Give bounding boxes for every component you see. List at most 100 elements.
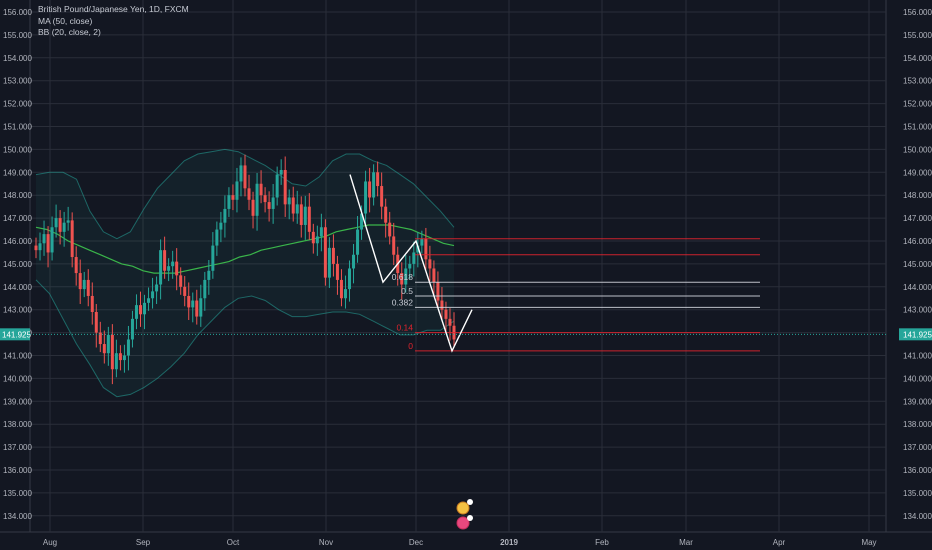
candle-body — [376, 172, 380, 187]
candle-body — [239, 165, 243, 182]
candle-body — [368, 181, 372, 198]
candle-body — [259, 183, 263, 196]
candle-body — [74, 257, 78, 274]
candle-body — [360, 213, 364, 230]
candle-body — [428, 259, 432, 269]
candle-body — [255, 183, 259, 216]
candle-body — [195, 300, 199, 317]
y-tick-label-left: 134.000 — [3, 512, 32, 521]
symbol-title: British Pound/Japanese Yen, 1D, FXCM — [38, 4, 189, 14]
y-tick-label-left: 146.000 — [3, 237, 32, 246]
candle-body — [315, 236, 319, 244]
y-tick-label-left: 154.000 — [3, 54, 32, 63]
candle-body — [267, 202, 271, 209]
candle-body — [122, 355, 126, 361]
candle-body — [139, 305, 142, 315]
candle-body — [416, 245, 420, 253]
candle-body — [271, 197, 275, 209]
y-tick-label-left: 137.000 — [3, 443, 32, 452]
candle-body — [114, 353, 118, 370]
candle-body — [223, 208, 227, 223]
candle-body — [90, 295, 94, 312]
candle-body — [372, 172, 376, 198]
candle-body — [404, 268, 408, 285]
candle-body — [126, 339, 130, 356]
y-tick-label-left: 152.000 — [3, 100, 32, 109]
fib-level-label: 0.382 — [392, 297, 414, 307]
y-tick-label-right: 154.000 — [903, 54, 932, 63]
candle-body — [98, 332, 102, 345]
x-tick-label: Dec — [409, 538, 423, 547]
candle-body — [356, 229, 360, 255]
candle-body — [199, 298, 203, 317]
candle-body — [420, 238, 424, 246]
candle-body — [62, 222, 66, 232]
candle-body — [323, 227, 327, 278]
candle-body — [287, 197, 291, 205]
candle-body — [400, 273, 404, 285]
y-tick-label-right: 136.000 — [903, 466, 932, 475]
candle-body — [352, 254, 356, 269]
candle-body — [66, 220, 70, 223]
candle-body — [78, 273, 82, 290]
x-tick-label: May — [861, 538, 876, 547]
candle-body — [412, 252, 416, 264]
current-price-tag-right — [899, 328, 932, 341]
candle-body — [159, 250, 163, 285]
y-tick-label-right: 150.000 — [903, 145, 932, 154]
candle-body — [444, 309, 448, 319]
candle-body — [183, 286, 187, 296]
candle-body — [110, 334, 114, 370]
harmonic-pattern-line — [349, 174, 473, 353]
chart-legend: British Pound/Japanese Yen, 1D, FXCM MA … — [38, 4, 189, 39]
candle-body — [303, 206, 307, 225]
bollinger-band-fill — [36, 149, 454, 397]
candle-body — [348, 268, 351, 290]
bollinger-lower — [35, 279, 455, 398]
candle-body — [311, 231, 315, 244]
candle-body — [50, 227, 54, 253]
y-tick-label-left: 135.000 — [3, 489, 32, 498]
current-price-label-left: 141.925 — [2, 330, 31, 339]
candle-body — [388, 222, 392, 237]
candle-body — [392, 236, 396, 255]
y-tick-label-right: 147.000 — [903, 214, 932, 223]
y-tick-label-left: 151.000 — [3, 123, 32, 132]
candle-body — [147, 298, 151, 303]
ma-indicator-label: MA (50, close) — [38, 15, 93, 26]
moving-average-line — [35, 224, 455, 274]
x-tick-label: Oct — [227, 538, 240, 547]
x-tick-label: 2019 — [500, 538, 518, 547]
fib-level-label: 0 — [408, 341, 413, 351]
candle-body — [151, 291, 155, 299]
candle-body — [247, 188, 251, 200]
y-tick-label-right: 143.000 — [903, 306, 932, 315]
y-tick-label-right: 138.000 — [903, 420, 932, 429]
y-tick-label-left: 141.000 — [3, 352, 32, 361]
candle-body — [187, 295, 191, 308]
candle-body — [275, 174, 279, 198]
x-tick-label: Mar — [679, 538, 693, 547]
y-tick-label-left: 147.000 — [3, 214, 32, 223]
bb-indicator-label: BB (20, close, 2) — [38, 27, 101, 37]
y-tick-label-right: 155.000 — [903, 31, 932, 40]
candle-body — [211, 245, 215, 271]
candle-body — [448, 318, 452, 326]
candle-body — [155, 284, 159, 292]
y-tick-label-left: 155.000 — [3, 31, 32, 40]
candle-body — [424, 238, 428, 260]
candle-body — [58, 218, 62, 232]
candle-body — [231, 195, 235, 200]
candle-body — [215, 229, 219, 246]
y-tick-label-right: 140.000 — [903, 374, 932, 383]
candle-body — [34, 245, 38, 251]
y-tick-label-right: 135.000 — [903, 489, 932, 498]
current-price-label-right: 141.925 — [903, 330, 932, 339]
y-tick-label-left: 149.000 — [3, 168, 32, 177]
candle-body — [436, 282, 440, 301]
x-tick-label: Aug — [43, 538, 57, 547]
candle-body — [163, 250, 167, 271]
y-tick-label-right: 141.000 — [903, 352, 932, 361]
